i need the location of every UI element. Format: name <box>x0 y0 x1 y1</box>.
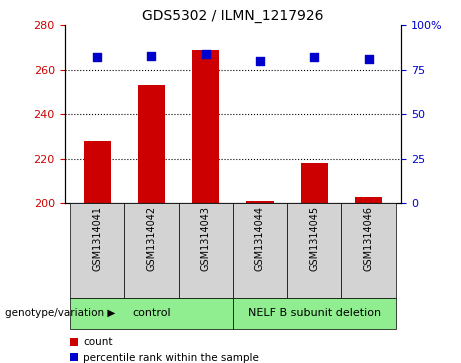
Point <box>365 56 372 62</box>
Bar <box>246 201 273 203</box>
Point <box>94 54 101 60</box>
Bar <box>341 203 396 298</box>
Bar <box>355 197 382 203</box>
Point <box>256 58 264 64</box>
Bar <box>70 298 233 329</box>
Title: GDS5302 / ILMN_1217926: GDS5302 / ILMN_1217926 <box>142 9 324 23</box>
Bar <box>83 141 111 203</box>
Text: GSM1314042: GSM1314042 <box>147 206 156 271</box>
Text: GSM1314041: GSM1314041 <box>92 206 102 271</box>
Bar <box>301 163 328 203</box>
Bar <box>287 203 341 298</box>
Point <box>148 53 155 58</box>
Text: control: control <box>132 308 171 318</box>
Bar <box>233 203 287 298</box>
Text: GSM1314046: GSM1314046 <box>364 206 373 271</box>
Legend: count, percentile rank within the sample: count, percentile rank within the sample <box>70 337 259 363</box>
Bar <box>192 50 219 203</box>
Text: NELF B subunit deletion: NELF B subunit deletion <box>248 308 381 318</box>
Bar <box>70 203 124 298</box>
Bar <box>124 203 178 298</box>
Text: GSM1314043: GSM1314043 <box>201 206 211 271</box>
Point <box>202 51 209 57</box>
Text: GSM1314045: GSM1314045 <box>309 206 319 271</box>
Bar <box>233 298 396 329</box>
Bar <box>178 203 233 298</box>
Text: GSM1314044: GSM1314044 <box>255 206 265 271</box>
Point <box>311 54 318 60</box>
Bar <box>138 85 165 203</box>
Text: genotype/variation ▶: genotype/variation ▶ <box>5 308 115 318</box>
